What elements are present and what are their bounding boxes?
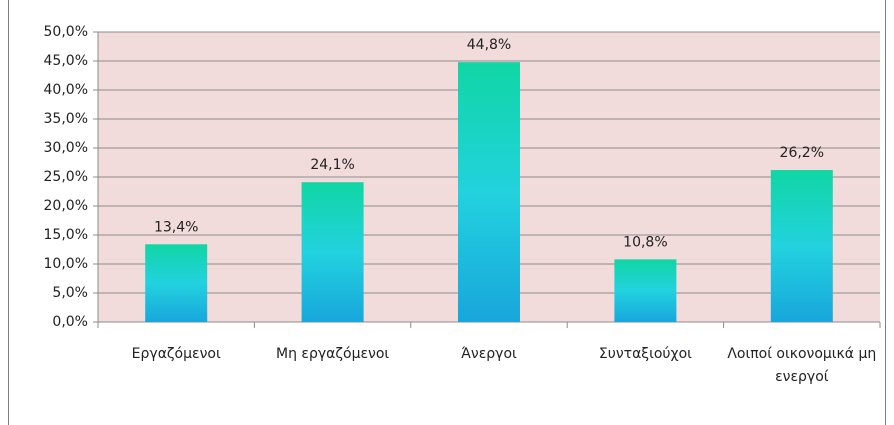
x-tick-label: Μη εργαζόμενοι xyxy=(276,346,390,362)
value-label: 24,1% xyxy=(310,157,354,173)
bar xyxy=(145,244,208,322)
chart-frame xyxy=(8,0,886,425)
x-tick-label: Συνταξιούχοι xyxy=(598,346,692,362)
y-tick-label: 45,0% xyxy=(44,53,88,69)
y-tick-label: 25,0% xyxy=(44,169,88,185)
value-label: 26,2% xyxy=(780,145,824,161)
y-tick-label: 0,0% xyxy=(52,314,88,330)
bar xyxy=(770,170,833,322)
x-tick-label: Εργαζόμενοι xyxy=(131,346,221,362)
y-tick-label: 20,0% xyxy=(44,198,88,214)
bar xyxy=(458,62,520,322)
bar xyxy=(614,259,677,322)
y-tick-label: 35,0% xyxy=(44,111,88,127)
value-label: 10,8% xyxy=(623,234,667,250)
x-tick-label: Άνεργοι xyxy=(461,346,517,362)
bar xyxy=(301,182,364,322)
y-tick-label: 50,0% xyxy=(44,24,88,40)
value-label: 44,8% xyxy=(467,37,511,53)
y-tick-label: 10,0% xyxy=(44,256,88,272)
y-tick-label: 40,0% xyxy=(44,82,88,98)
y-tick-label: 30,0% xyxy=(44,140,88,156)
y-tick-label: 5,0% xyxy=(52,285,88,301)
y-tick-label: 15,0% xyxy=(44,227,88,243)
value-label: 13,4% xyxy=(154,219,198,235)
x-tick-label: Λοιποί οικονομικά μη ενεργοί xyxy=(727,346,877,385)
